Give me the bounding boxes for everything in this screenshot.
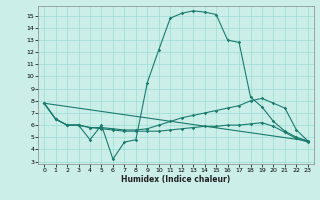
- X-axis label: Humidex (Indice chaleur): Humidex (Indice chaleur): [121, 175, 231, 184]
